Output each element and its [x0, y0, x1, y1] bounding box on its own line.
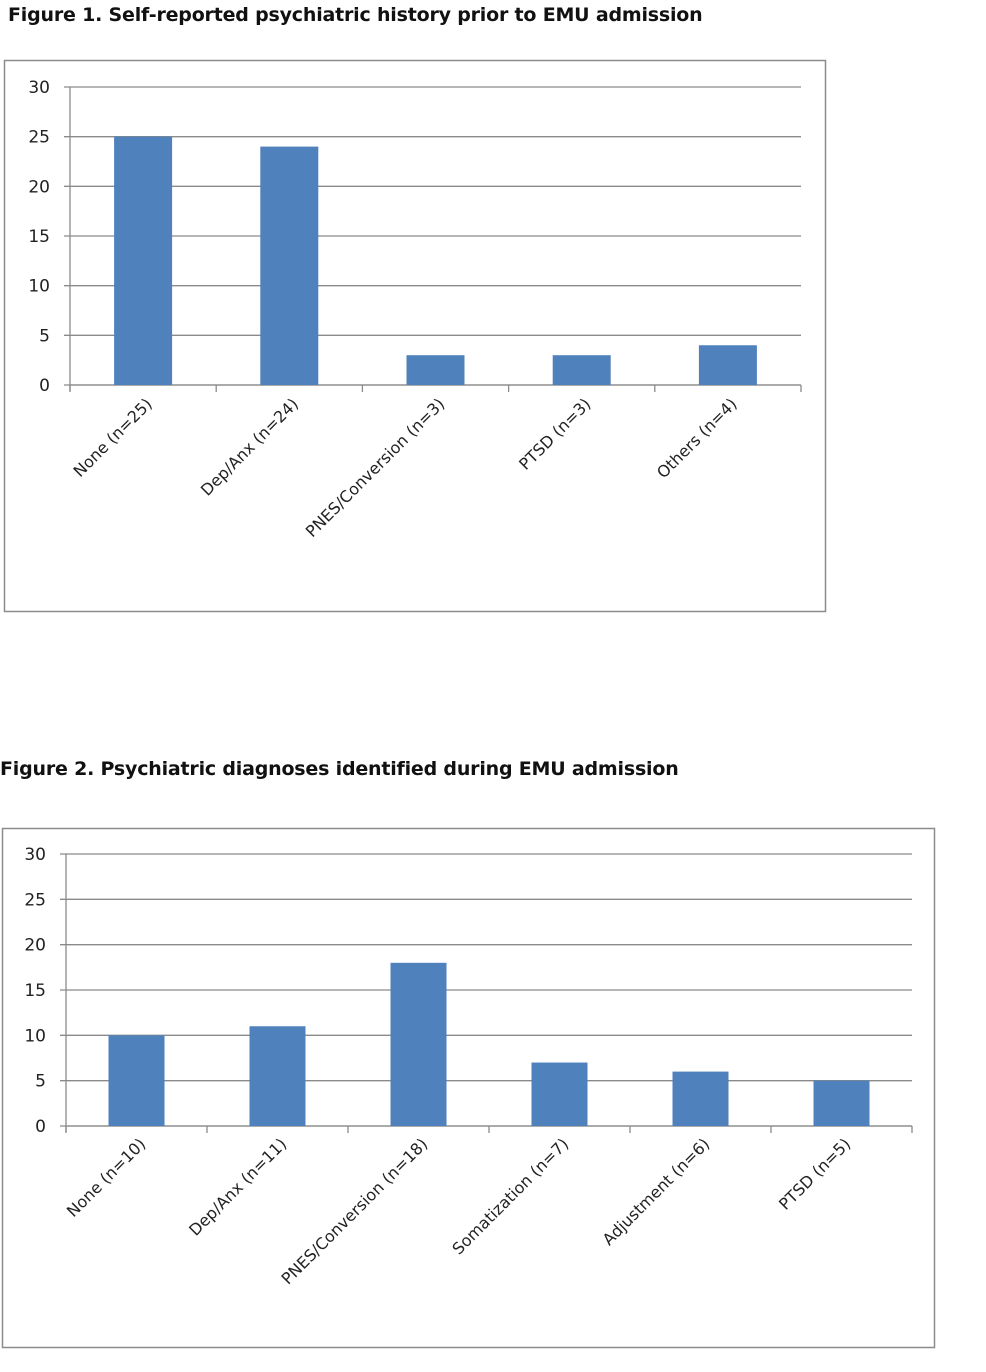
y-tick-label: 25 — [24, 890, 46, 910]
y-tick-label: 5 — [39, 326, 50, 346]
bar — [260, 146, 319, 385]
bar — [390, 962, 447, 1126]
figure-2-title: Figure 2. Psychiatric diagnoses identifi… — [0, 758, 679, 780]
bar — [531, 1062, 588, 1126]
y-tick-label: 20 — [28, 177, 50, 197]
y-tick-label: 30 — [28, 78, 50, 98]
y-tick-label: 0 — [39, 376, 50, 396]
figure-1-title: Figure 1. Self-reported psychiatric hist… — [8, 4, 703, 26]
y-tick-label: 20 — [24, 936, 46, 956]
bar — [249, 1026, 306, 1126]
y-tick-label: 30 — [24, 845, 46, 865]
bar — [108, 1035, 165, 1126]
y-tick-label: 0 — [35, 1117, 46, 1137]
bar — [114, 136, 173, 385]
bar — [698, 345, 757, 385]
y-tick-label: 10 — [24, 1026, 46, 1046]
bar — [406, 355, 465, 385]
y-tick-label: 15 — [24, 981, 46, 1001]
y-tick-label: 10 — [28, 277, 50, 297]
y-tick-label: 15 — [28, 227, 50, 247]
y-tick-label: 5 — [35, 1072, 46, 1092]
y-tick-label: 25 — [28, 128, 50, 148]
bar — [813, 1080, 870, 1126]
bar — [672, 1071, 729, 1126]
bar — [552, 355, 611, 385]
